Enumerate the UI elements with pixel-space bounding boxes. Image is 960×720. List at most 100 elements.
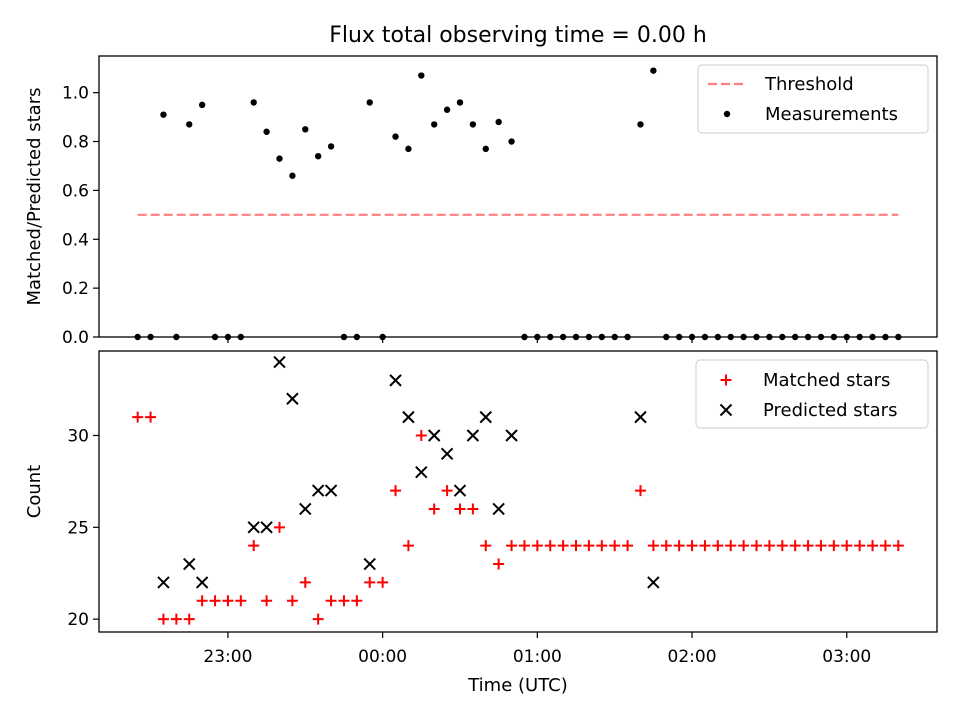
- ratio-y-axis-label: Matched/Predicted stars: [24, 88, 45, 306]
- predicted-star-point: [427, 429, 441, 442]
- matched-star-point: [454, 503, 466, 515]
- measurement-point: [663, 333, 670, 341]
- matched-star-point: [609, 540, 621, 552]
- ratio-y-tick-label: 1.0: [62, 84, 89, 104]
- ratio-legend-box: [697, 64, 929, 134]
- matched-star-point: [738, 540, 750, 552]
- matched-star-point: [248, 540, 260, 552]
- matched-star-point: [699, 540, 711, 552]
- measurement-point: [443, 106, 451, 113]
- measurement-point: [276, 155, 283, 162]
- x-tick-label: 02:00: [668, 647, 717, 667]
- measurement-point: [186, 121, 193, 128]
- ratio-y-tick-label: 0.2: [62, 279, 89, 299]
- measurement-point: [547, 333, 554, 341]
- x-axis-label: Time (UTC): [467, 675, 568, 696]
- count-panel: 20 25 30 Count 23:00 00:00 01:00 02:00 03:00 Matc…: [24, 350, 938, 667]
- count-legend-box: [695, 359, 929, 429]
- matched-star-point: [325, 595, 337, 607]
- x-tick-label: 23:00: [203, 647, 252, 667]
- ratio-y-tick-label: 0.4: [62, 230, 89, 250]
- matched-star-point: [544, 540, 556, 552]
- ratio-plot-frame: [98, 55, 938, 338]
- measurement-point: [495, 118, 502, 126]
- matched-star-point: [157, 613, 169, 625]
- measurement-point: [302, 126, 309, 133]
- predicted-star-point: [183, 557, 196, 571]
- predicted-star-point: [195, 576, 209, 589]
- chart-title: Flux total observing time = 0.00 h: [329, 23, 707, 48]
- ratio-legend: Threshold Measurements: [697, 64, 929, 134]
- matched-star-point: [583, 540, 595, 552]
- measurement-point: [843, 333, 850, 341]
- matched-star-point: [390, 485, 402, 497]
- count-y-tick-label: 20: [67, 610, 89, 630]
- measurement-point: [134, 333, 141, 341]
- matched-star-point: [776, 540, 788, 552]
- predicted-star-point: [389, 374, 402, 387]
- matched-star-point: [261, 595, 273, 607]
- measurement-point: [508, 138, 515, 145]
- matched-star-point: [647, 540, 659, 552]
- measurement-point: [160, 111, 167, 118]
- matched-star-point: [441, 485, 453, 497]
- matched-star-point: [235, 595, 247, 607]
- predicted-star-point: [415, 466, 428, 479]
- matched-star-point: [712, 540, 724, 552]
- predicted-star-point: [363, 557, 376, 571]
- measurement-point: [173, 333, 180, 341]
- matched-star-point: [660, 540, 672, 552]
- matched-star-point: [299, 576, 311, 588]
- measurement-point: [895, 333, 902, 341]
- matched-star-point: [725, 540, 737, 552]
- measurement-point: [675, 333, 683, 341]
- x-tick-label: 00:00: [358, 647, 407, 667]
- measurement-point: [379, 333, 386, 341]
- measurements-legend-label: Measurements: [765, 104, 898, 125]
- count-legend: Matched stars Predicted stars: [695, 359, 929, 429]
- measurement-point: [211, 333, 219, 341]
- matched-star-point: [312, 613, 324, 625]
- measurement-point: [366, 99, 373, 106]
- matched-star-point: [338, 595, 350, 607]
- ratio-y-tick-label: 0.0: [62, 328, 89, 348]
- predicted-star-point: [247, 521, 260, 534]
- matched-star-point: [506, 540, 518, 552]
- matched-star-point: [170, 613, 182, 625]
- predicted-star-point: [157, 576, 170, 589]
- measurement-point: [469, 121, 477, 128]
- matched-star-point: [415, 429, 427, 441]
- ratio-panel: 0.0 0.2 0.4 0.6 0.8 1.0 Matched/Predicted star…: [24, 55, 938, 348]
- matched-star-point: [557, 540, 569, 552]
- measurement-point: [869, 333, 876, 341]
- measurement-point: [237, 333, 245, 341]
- predicted-legend-swatch: [719, 403, 733, 417]
- threshold-legend-label: Threshold: [764, 74, 854, 95]
- measurement-point: [456, 99, 464, 106]
- measurement-point: [392, 133, 399, 140]
- measurement-point: [740, 333, 747, 341]
- predicted-star-point: [505, 429, 518, 442]
- x-tick-label: 03:00: [822, 647, 871, 667]
- measurement-point: [598, 333, 605, 341]
- measurement-point: [418, 72, 425, 79]
- measurement-point: [147, 333, 154, 341]
- predicted-star-point: [466, 429, 480, 442]
- predicted-star-point: [440, 447, 454, 461]
- predicted-star-point: [492, 502, 505, 516]
- count-y-tick-label: 25: [67, 518, 89, 538]
- measurement-point: [431, 121, 438, 128]
- predicted-star-point: [402, 410, 415, 424]
- matched-star-point: [183, 613, 195, 625]
- measurement-point: [753, 333, 760, 341]
- predicted-star-point: [634, 410, 647, 424]
- measurement-point: [856, 333, 863, 341]
- measurement-point: [727, 333, 734, 341]
- measurement-point: [224, 333, 232, 341]
- measurement-point: [534, 333, 541, 341]
- measurement-point: [405, 145, 412, 153]
- matched-star-point: [196, 595, 208, 607]
- measurement-point: [353, 333, 361, 341]
- measurement-point: [688, 333, 696, 341]
